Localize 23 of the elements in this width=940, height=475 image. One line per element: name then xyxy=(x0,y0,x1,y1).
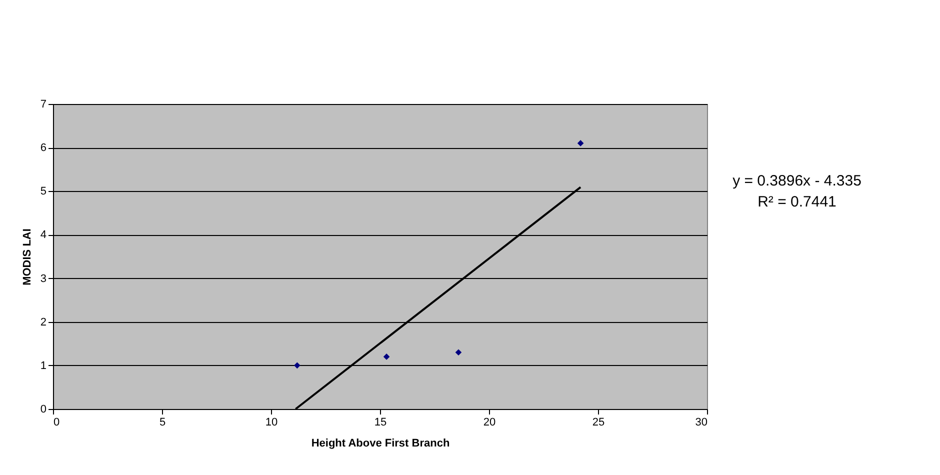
x-tick-label: 5 xyxy=(159,416,166,428)
point xyxy=(294,362,300,369)
x-tick-label: 25 xyxy=(592,416,605,428)
y-tick-label: 0 xyxy=(40,404,46,416)
y-tick-label: 3 xyxy=(40,272,46,285)
y-tick-label: 5 xyxy=(40,186,46,198)
point xyxy=(577,140,584,146)
x-tick-label: 15 xyxy=(374,416,387,428)
x-tick-label: 30 xyxy=(695,416,708,428)
text: y = 0.3896x - 4.335 xyxy=(732,172,862,190)
y-axis-title: MODIS LAI xyxy=(21,228,34,286)
x-tick-label: 20 xyxy=(483,416,496,428)
point xyxy=(383,354,390,360)
y-tick-label: 6 xyxy=(40,142,46,154)
y-tick-label: 2 xyxy=(40,316,46,328)
text: R² = 0.7441 xyxy=(758,193,836,210)
x-axis-title: Height Above First Branch xyxy=(311,438,450,450)
y-tick-label: 7 xyxy=(40,98,46,110)
x-tick-label: 0 xyxy=(54,416,60,428)
y-tick-label: 4 xyxy=(40,229,46,242)
y-tick-label: 1 xyxy=(40,360,46,372)
x-tick-label: 10 xyxy=(265,416,278,428)
point xyxy=(455,349,462,356)
